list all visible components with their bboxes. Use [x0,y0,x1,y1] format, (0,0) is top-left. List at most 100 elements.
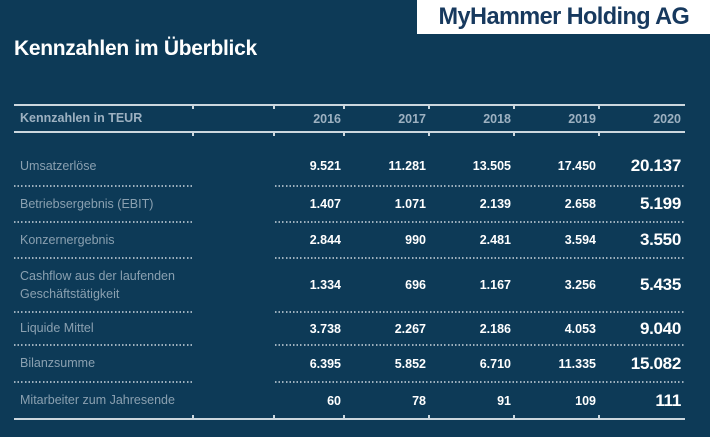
row-value: 5.852 [394,356,426,371]
row-value: 3.256 [564,278,596,292]
row-value: 91 [497,393,511,408]
row-value: 2.844 [309,233,341,247]
row-label: Konzernergebnis [20,232,115,247]
column-tick [513,133,515,136]
separator-dots [14,257,192,259]
separator-dots [14,311,192,313]
row-value: 4.053 [564,321,596,336]
row-value: 2.267 [394,321,426,336]
year-column-header: 2020 [653,111,681,126]
row-value: 3.550 [639,230,681,249]
column-tick [273,133,275,136]
row-label: Umsatzerlöse [20,158,97,173]
column-tick [428,133,430,136]
separator-dots [275,257,685,259]
table-row: Umsatzerlöse 9.521 11.281 13.505 17.450 20.13… [14,133,685,185]
column-tick [513,415,515,418]
separator-dots [275,185,685,187]
row-value: 3.594 [564,233,596,247]
separator-dots [14,221,192,223]
row-value: 3.738 [309,321,341,336]
company-logo-text: MyHammer Holding AG [438,3,689,30]
row-value: 1.167 [479,278,511,292]
column-tick [192,106,194,109]
row-value: 9.040 [639,318,681,338]
separator-dots [14,381,192,383]
separator-dots [275,221,685,223]
table-row: Mitarbeiter zum Jahresende 60 78 91 109 111 [14,383,685,418]
separator-gap [192,344,275,346]
table-bottom-rule [14,415,685,420]
row-separator [14,344,685,346]
row-value: 111 [655,390,681,410]
year-column-header: 2018 [483,111,511,126]
row-value: 78 [412,393,426,408]
row-separator [14,381,685,383]
key-figures-table: Kennzahlen in TEUR 2016 2017 2018 2019 2… [14,104,685,420]
table-row: Liquide Mittel 3.738 2.267 2.186 4.053 9.040 [14,313,685,344]
row-separator [14,221,685,223]
separator-dots [275,344,685,346]
header-unit-label: Kennzahlen in TEUR [20,111,143,126]
separator-gap [192,221,275,223]
separator-dots [14,185,192,187]
column-tick [513,106,515,109]
page-title: Kennzahlen im Überblick [14,37,257,60]
separator-dots [14,344,192,346]
row-value: 1.334 [309,278,341,292]
table-row: Cashflow aus der laufenden Geschäftstäti… [14,259,685,311]
row-value: 11.335 [558,356,596,371]
row-value: 13.505 [472,159,511,173]
table-top-rule [14,104,685,109]
company-logo: MyHammer Holding AG [417,0,710,34]
separator-dots [275,381,685,383]
row-value: 5.199 [639,194,681,213]
table-row: Konzernergebnis 2.844 990 2.481 3.594 3.550 [14,223,685,257]
row-value: 1.071 [394,197,426,211]
row-value: 2.139 [479,197,511,211]
column-tick [598,415,600,418]
row-label: Betriebsergebnis (EBIT) [20,196,154,211]
column-tick [428,106,430,109]
column-tick [192,415,194,418]
row-value: 990 [405,233,426,247]
row-value: 15.082 [630,353,682,373]
separator-gap [192,311,275,313]
row-label: Bilanzsumme [20,356,96,371]
row-value: 60 [327,393,341,408]
table-body: Umsatzerlöse 9.521 11.281 13.505 17.450 20.13… [14,133,685,418]
year-column-header: 2019 [568,111,596,126]
column-tick [192,133,194,136]
row-value: 9.521 [309,159,341,173]
column-tick [343,415,345,418]
table-header-rule [14,131,685,136]
row-value: 2.186 [479,321,511,336]
row-label: Mitarbeiter zum Jahresende [20,393,175,408]
row-value: 2.481 [479,233,511,247]
row-separator [14,257,685,259]
separator-gap [192,257,275,259]
row-separator [14,185,685,187]
column-tick [343,106,345,109]
column-tick [598,106,600,109]
separator-dots [275,311,685,313]
separator-gap [192,185,275,187]
year-column-header: 2017 [398,111,426,126]
row-value: 1.407 [309,197,341,211]
row-separator [14,311,685,313]
row-label: Cashflow aus der laufenden Geschäftstäti… [20,268,175,301]
table-header-row: Kennzahlen in TEUR 2016 2017 2018 2019 2… [14,106,685,131]
row-value: 11.281 [388,159,426,173]
row-value: 6.395 [309,356,341,371]
column-tick [598,133,600,136]
year-column-header: 2016 [313,111,341,126]
row-label: Liquide Mittel [20,321,94,336]
column-tick [428,415,430,418]
row-value: 2.658 [564,197,596,211]
table-row: Bilanzsumme 6.395 5.852 6.710 11.335 15.082 [14,346,685,381]
column-tick [343,133,345,136]
row-value: 109 [575,393,596,408]
column-tick [273,106,275,109]
row-value: 20.137 [630,156,682,175]
